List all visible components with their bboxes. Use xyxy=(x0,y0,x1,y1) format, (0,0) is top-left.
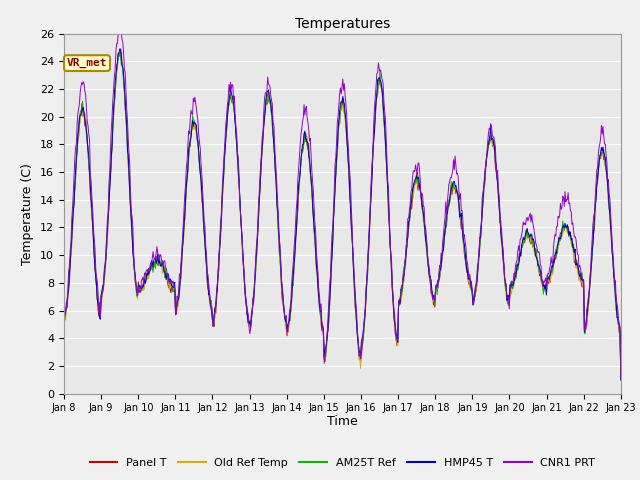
Old Ref Temp xyxy=(411,183,419,189)
HMP45 T xyxy=(116,46,124,52)
HMP45 T xyxy=(617,377,625,383)
CNR1 PRT xyxy=(185,128,193,134)
Old Ref Temp xyxy=(115,50,123,56)
Old Ref Temp xyxy=(617,377,625,383)
Panel T xyxy=(70,198,78,204)
CNR1 PRT xyxy=(70,172,78,178)
X-axis label: Time: Time xyxy=(327,415,358,428)
HMP45 T xyxy=(428,279,435,285)
Panel T xyxy=(428,290,435,296)
HMP45 T xyxy=(185,147,193,153)
Line: Old Ref Temp: Old Ref Temp xyxy=(64,53,621,380)
Old Ref Temp xyxy=(128,236,136,242)
AM25T Ref xyxy=(116,50,124,56)
Old Ref Temp xyxy=(60,321,68,326)
CNR1 PRT xyxy=(115,31,122,36)
CNR1 PRT xyxy=(617,377,625,383)
HMP45 T xyxy=(128,231,136,237)
Y-axis label: Temperature (C): Temperature (C) xyxy=(22,163,35,264)
Line: Panel T: Panel T xyxy=(64,51,621,380)
HMP45 T xyxy=(214,271,222,276)
HMP45 T xyxy=(60,310,68,315)
Line: HMP45 T: HMP45 T xyxy=(64,49,621,380)
Panel T xyxy=(60,309,68,314)
Panel T xyxy=(116,48,124,54)
CNR1 PRT xyxy=(60,306,68,312)
CNR1 PRT xyxy=(428,288,435,293)
Panel T xyxy=(617,377,625,383)
HMP45 T xyxy=(70,201,78,206)
AM25T Ref xyxy=(214,267,222,273)
AM25T Ref xyxy=(617,377,625,383)
Old Ref Temp xyxy=(428,289,435,295)
Line: AM25T Ref: AM25T Ref xyxy=(64,53,621,380)
Panel T xyxy=(411,181,419,187)
AM25T Ref xyxy=(70,197,78,203)
Panel T xyxy=(214,273,222,279)
CNR1 PRT xyxy=(214,271,222,277)
Line: CNR1 PRT: CNR1 PRT xyxy=(64,34,621,380)
AM25T Ref xyxy=(428,277,435,283)
Panel T xyxy=(128,229,136,235)
CNR1 PRT xyxy=(128,215,136,220)
AM25T Ref xyxy=(185,153,193,158)
Panel T xyxy=(185,154,193,159)
Old Ref Temp xyxy=(185,153,193,158)
Old Ref Temp xyxy=(70,200,78,205)
AM25T Ref xyxy=(60,322,68,327)
CNR1 PRT xyxy=(411,169,419,175)
Legend: Panel T, Old Ref Temp, AM25T Ref, HMP45 T, CNR1 PRT: Panel T, Old Ref Temp, AM25T Ref, HMP45 … xyxy=(85,453,600,472)
AM25T Ref xyxy=(411,179,419,184)
HMP45 T xyxy=(411,177,419,183)
AM25T Ref xyxy=(128,233,136,239)
Old Ref Temp xyxy=(214,275,222,280)
Text: VR_met: VR_met xyxy=(67,58,108,68)
Title: Temperatures: Temperatures xyxy=(295,17,390,31)
